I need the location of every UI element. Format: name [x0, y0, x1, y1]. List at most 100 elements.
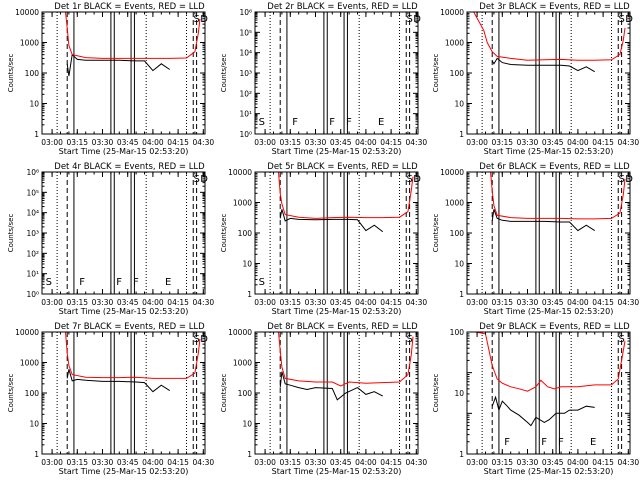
y-tick-label: 10 — [242, 420, 252, 429]
x-tick-label: 03:00 — [254, 138, 276, 147]
x-axis-label: Start Time (25-Mar-15 02:53:20) — [272, 307, 402, 316]
lld-series-line — [48, 331, 201, 379]
y-tick-label: 100 — [25, 389, 40, 398]
y-tick-label: 10 — [242, 260, 252, 269]
lld-series-line — [473, 11, 626, 61]
y-tick-label: 10000 — [15, 328, 39, 337]
flag-label: S — [407, 14, 413, 25]
lld-series-line — [475, 331, 626, 392]
x-axis-label: Start Time (25-Mar-15 02:53:20) — [59, 307, 189, 316]
x-tick-label: 04:00 — [355, 298, 377, 307]
y-tick-label: 1 — [247, 450, 252, 459]
x-tick-label: 03:45 — [542, 298, 564, 307]
x-tick-label: 04:00 — [142, 458, 164, 467]
x-tick-label: 03:00 — [254, 458, 276, 467]
flag-label: S — [619, 334, 625, 345]
y-axis-label: Counts/sec — [432, 54, 440, 93]
x-tick-label: 03:30 — [305, 298, 327, 307]
flag-label: F — [116, 277, 122, 288]
x-tick-label: 03:45 — [542, 458, 564, 467]
flag-label: F — [558, 437, 564, 448]
x-tick-label: 03:15 — [66, 458, 88, 467]
y-tick-label: 1 — [34, 450, 39, 459]
flag-label: E — [165, 277, 171, 288]
axes-frame — [41, 331, 206, 455]
x-axis-label: Start Time (25-Mar-15 02:53:20) — [484, 147, 614, 156]
panel-title: Det 4r BLACK = Events, RED = LLD — [54, 162, 205, 172]
y-tick-label: 10⁵ — [26, 188, 39, 197]
events-series-line — [491, 395, 595, 427]
flag-label: D — [200, 174, 208, 185]
panel-title: Det 1r BLACK = Events, RED = LLD — [54, 2, 205, 12]
flag-label: F — [346, 117, 352, 128]
y-axis-label: Counts/sec — [432, 374, 440, 413]
lld-series-line — [261, 331, 414, 387]
x-tick-label: 04:15 — [592, 458, 614, 467]
x-tick-label: 03:45 — [117, 458, 139, 467]
panel-title: Det 7r BLACK = Events, RED = LLD — [54, 322, 205, 332]
x-tick-label: 03:00 — [254, 298, 276, 307]
y-tick-label: 10000 — [440, 8, 464, 17]
x-tick-label: 04:30 — [406, 298, 428, 307]
y-tick-label: 10000 — [228, 168, 252, 177]
x-tick-label: 03:30 — [92, 138, 114, 147]
y-tick-label: 10² — [26, 249, 39, 258]
x-tick-label: 04:00 — [567, 298, 589, 307]
axes-frame — [466, 331, 631, 455]
axes-frame — [254, 331, 419, 455]
panel-det-6: Det 6r BLACK = Events, RED = LLD S D 1 10 100… — [432, 162, 639, 316]
x-tick-label: 04:30 — [193, 138, 215, 147]
y-tick-label: 10³ — [239, 69, 252, 78]
y-tick-label: 100 — [25, 69, 40, 78]
flag-label: F — [329, 117, 335, 128]
events-series-line — [279, 371, 383, 401]
flag-label: D — [200, 14, 208, 25]
y-tick-label: 1000 — [445, 199, 464, 208]
y-tick-label: 1 — [34, 130, 39, 139]
x-tick-label: 03:00 — [466, 458, 488, 467]
panel-det-8: Det 8r BLACK = Events, RED = LLD S 1 10 100 1… — [220, 322, 427, 476]
x-tick-label: 03:30 — [92, 458, 114, 467]
axes-frame — [254, 171, 419, 295]
x-axis-label: Start Time (25-Mar-15 02:53:20) — [272, 467, 402, 476]
y-tick-label: 10² — [239, 89, 252, 98]
x-tick-label: 04:30 — [618, 458, 640, 467]
x-tick-label: 04:15 — [592, 138, 614, 147]
axes-frame — [466, 11, 631, 135]
y-tick-label: 10 — [454, 389, 464, 398]
x-tick-label: 03:30 — [92, 298, 114, 307]
lld-series-line — [48, 11, 201, 59]
x-axis-label: Start Time (25-Mar-15 02:53:20) — [272, 147, 402, 156]
panel-title: Det 3r BLACK = Events, RED = LLD — [479, 2, 630, 12]
x-tick-label: 03:30 — [517, 458, 539, 467]
x-tick-label: 04:15 — [167, 298, 189, 307]
x-tick-label: 03:15 — [491, 458, 513, 467]
x-tick-label: 04:30 — [618, 298, 640, 307]
x-axis-label: Start Time (25-Mar-15 02:53:20) — [484, 307, 614, 316]
x-tick-label: 03:00 — [41, 458, 63, 467]
flag-label: S — [194, 174, 200, 185]
flag-label: D — [625, 174, 633, 185]
y-tick-label: 10⁰ — [26, 290, 39, 299]
lld-series-line — [268, 171, 414, 219]
y-tick-label: 100 — [450, 69, 465, 78]
x-tick-label: 04:30 — [406, 458, 428, 467]
axes-frame — [254, 11, 419, 135]
x-tick-label: 04:30 — [618, 138, 640, 147]
y-axis-label: Counts/sec — [432, 214, 440, 253]
flag-label: S — [619, 14, 625, 25]
x-tick-label: 04:15 — [380, 458, 402, 467]
x-tick-label: 04:15 — [380, 298, 402, 307]
flag-label: D — [413, 14, 421, 25]
x-tick-label: 03:00 — [41, 138, 63, 147]
panel-title: Det 8r BLACK = Events, RED = LLD — [267, 322, 418, 332]
x-tick-label: 03:15 — [491, 138, 513, 147]
x-tick-label: 03:45 — [330, 138, 352, 147]
x-tick-label: 03:30 — [305, 458, 327, 467]
flag-label: D — [200, 334, 208, 345]
panel-det-1: Det 1r BLACK = Events, RED = LLD S D 1 10 100… — [7, 2, 214, 156]
x-tick-label: 04:15 — [167, 138, 189, 147]
axes-frame — [41, 11, 206, 135]
y-tick-label: 10⁶ — [239, 8, 252, 17]
x-tick-label: 04:00 — [142, 138, 164, 147]
